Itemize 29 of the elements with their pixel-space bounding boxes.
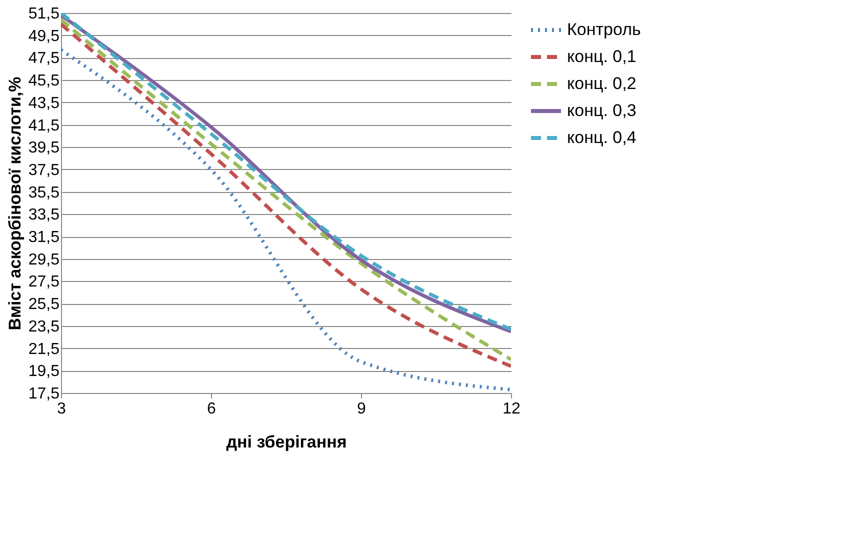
y-tick-label: 37,5 [28, 162, 60, 179]
legend-label: конц. 0,2 [567, 74, 636, 93]
legend-label: Контроль [567, 20, 641, 39]
y-tick-label: 41,5 [28, 117, 60, 134]
x-tick-label: 3 [57, 400, 66, 418]
legend-label: конц. 0,1 [567, 47, 636, 66]
y-tick-label: 31,5 [28, 229, 60, 246]
y-tick-label: 47,5 [28, 50, 60, 68]
y-tick-label: 49,5 [28, 28, 60, 45]
y-tick-label: 27,5 [28, 274, 60, 291]
y-tick-label: 35,5 [28, 184, 60, 202]
y-tick-label: 39,5 [28, 140, 60, 157]
x-tick-label: 6 [207, 400, 216, 418]
x-tick-label: 9 [357, 400, 366, 418]
x-tick-label: 12 [502, 400, 520, 418]
y-tick-label: 19,5 [28, 363, 60, 380]
legend-label: конц. 0,3 [567, 101, 636, 120]
y-tick-label: 25,5 [28, 296, 60, 314]
legend-label: конц. 0,4 [567, 128, 636, 147]
y-tick-label: 21,5 [28, 340, 60, 358]
y-tick-label: 29,5 [28, 251, 60, 268]
y-tick-label: 23,5 [28, 318, 60, 336]
y-tick-label: 51,5 [28, 6, 60, 22]
y-tick-label: 45,5 [28, 72, 60, 90]
y-axis-title: Вміст аскорбінової кислоти,% [5, 76, 24, 330]
y-tick-label: 43,5 [28, 94, 60, 112]
y-tick-label: 33,5 [28, 206, 60, 224]
x-axis-title: дні зберігання [226, 432, 347, 452]
y-tick-label: 17,5 [28, 386, 60, 402]
